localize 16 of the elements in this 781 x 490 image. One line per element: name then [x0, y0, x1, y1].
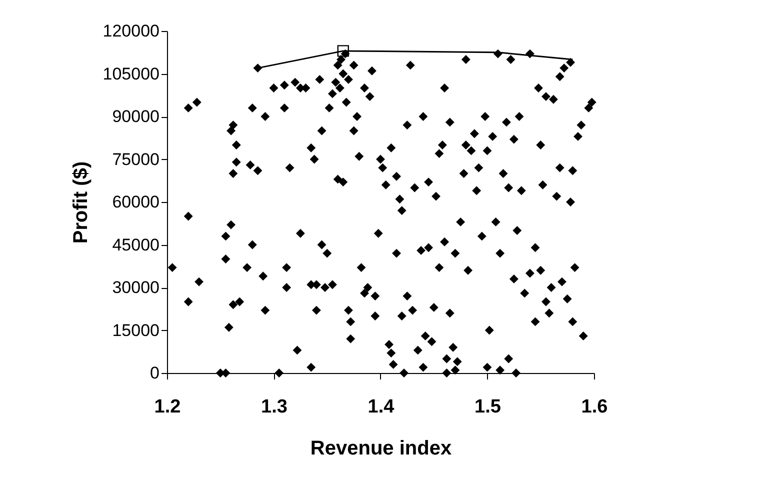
- y-axis-title: Profit ($): [70, 161, 92, 244]
- x-tick-label: 1.2: [154, 396, 181, 418]
- y-tick-label: 120000: [102, 22, 160, 40]
- y-tick-label: 0: [150, 364, 160, 382]
- x-tick-label: 1.6: [581, 396, 608, 418]
- y-tick-label: 60000: [112, 192, 160, 212]
- x-tick-label: 1.3: [261, 396, 288, 418]
- y-tick-label: 75000: [112, 150, 160, 169]
- y-tick-label: 90000: [112, 107, 160, 126]
- x-axis-title: Revenue index: [310, 438, 452, 460]
- x-tick-label: 1.5: [474, 396, 502, 418]
- y-tick-label: 15000: [112, 320, 160, 340]
- y-tick-label: 30000: [112, 278, 160, 297]
- y-tick-label: 45000: [112, 235, 160, 254]
- x-tick-label: 1.4: [368, 396, 395, 418]
- y-tick-label: 105000: [102, 64, 160, 84]
